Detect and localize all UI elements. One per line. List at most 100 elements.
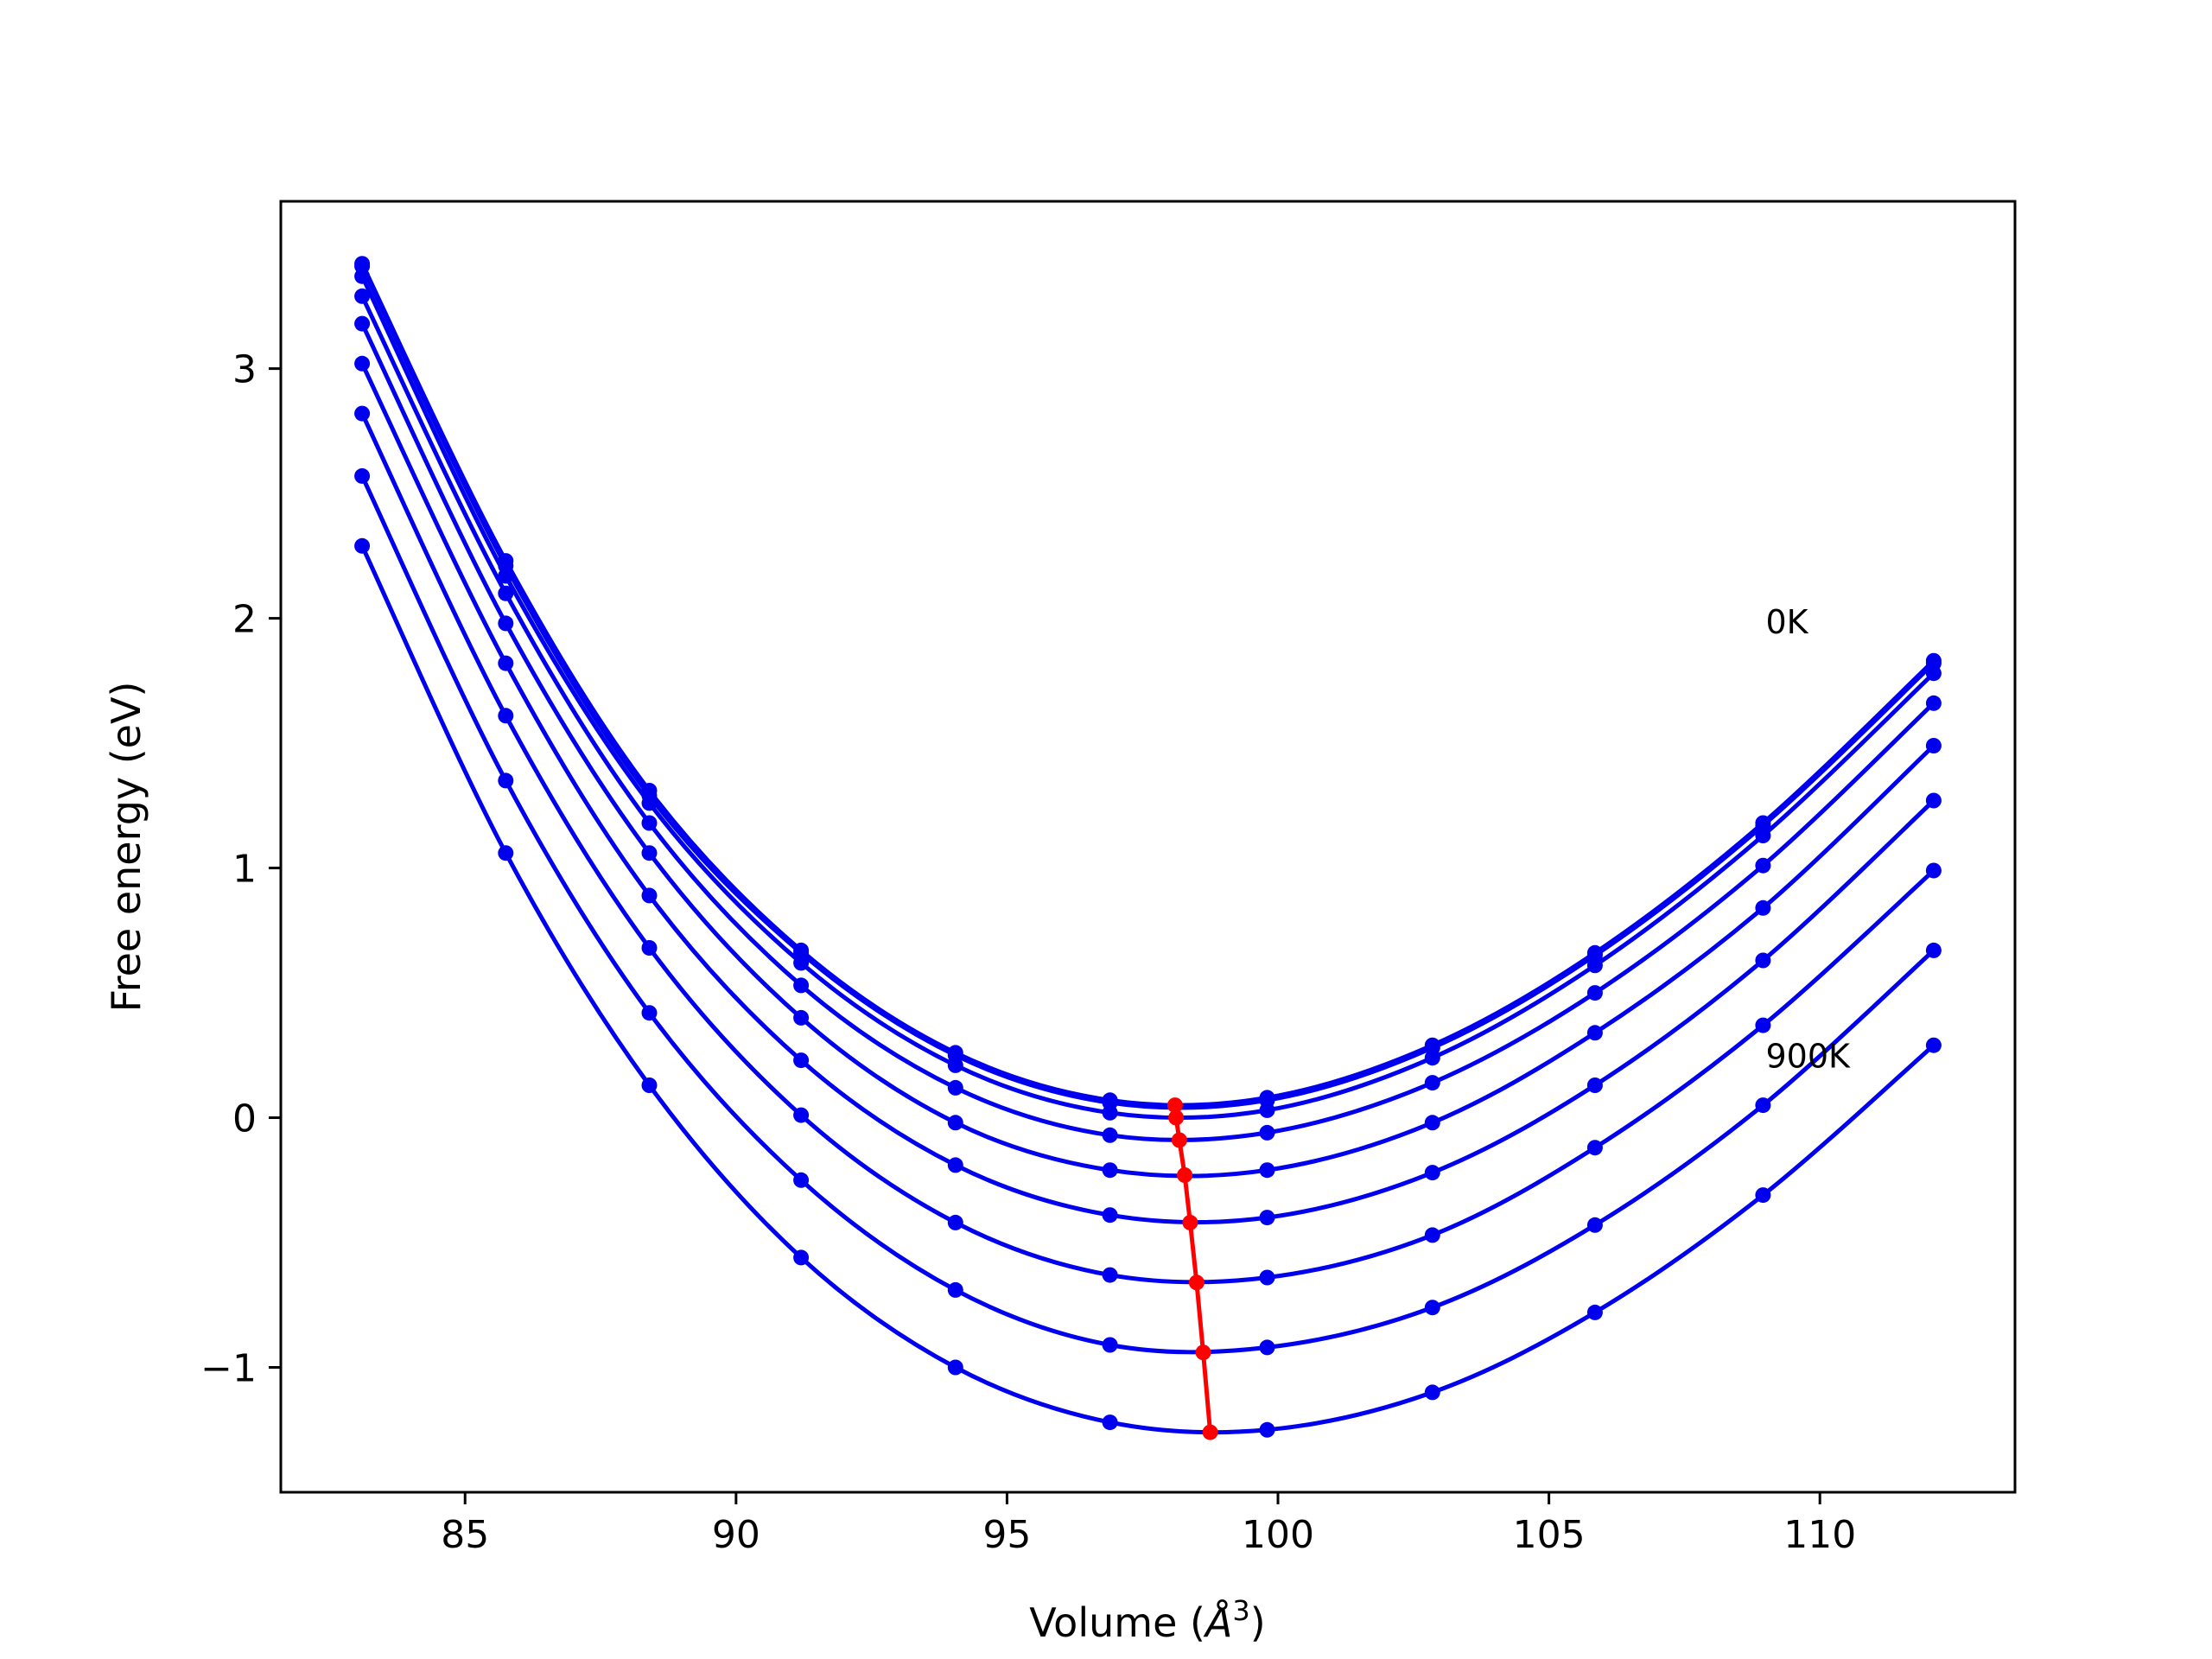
data-point bbox=[498, 568, 514, 584]
data-point bbox=[1755, 952, 1771, 969]
data-point bbox=[1259, 1102, 1275, 1118]
data-point bbox=[641, 940, 658, 956]
data-point bbox=[498, 708, 514, 724]
y-tick-label: 2 bbox=[232, 598, 257, 642]
data-point bbox=[354, 268, 371, 284]
data-point bbox=[1586, 1140, 1603, 1156]
x-tick-label: 105 bbox=[1513, 1513, 1586, 1557]
data-point bbox=[793, 1249, 810, 1266]
data-point bbox=[793, 1107, 810, 1123]
data-point bbox=[1259, 1269, 1275, 1286]
data-point bbox=[1102, 1127, 1118, 1143]
data-point bbox=[498, 772, 514, 789]
data-point bbox=[947, 1281, 963, 1298]
data-point bbox=[1259, 1124, 1275, 1141]
data-point bbox=[354, 355, 371, 372]
minimum-point bbox=[1202, 1424, 1218, 1440]
axes-frame bbox=[279, 200, 2017, 1494]
data-point bbox=[1424, 1384, 1440, 1401]
minimum-point bbox=[1182, 1214, 1198, 1230]
data-point bbox=[354, 467, 371, 484]
data-point bbox=[1755, 899, 1771, 916]
data-point bbox=[947, 1115, 963, 1131]
series-line-4 bbox=[359, 322, 1936, 1179]
data-point bbox=[1259, 1210, 1275, 1226]
data-point bbox=[1925, 792, 1942, 809]
data-point bbox=[641, 1077, 658, 1093]
data-point bbox=[947, 1057, 963, 1073]
data-point bbox=[947, 1157, 963, 1173]
data-point bbox=[947, 1214, 963, 1230]
data-point bbox=[793, 1172, 810, 1188]
x-tick-label: 90 bbox=[712, 1513, 760, 1557]
data-point bbox=[1102, 1414, 1118, 1431]
data-point bbox=[498, 845, 514, 861]
x-tick-label: 85 bbox=[441, 1513, 489, 1557]
minimum-point bbox=[1195, 1344, 1211, 1361]
axis-ticks: 85 90 95 100 105 110 −1 0 1 2 3 bbox=[200, 348, 1856, 1557]
series-line-1 bbox=[359, 265, 1936, 1110]
data-point bbox=[1586, 1304, 1603, 1320]
y-axis-label: Free energy (eV) bbox=[103, 682, 149, 1013]
data-point bbox=[1259, 1339, 1275, 1356]
data-point bbox=[1925, 665, 1942, 682]
data-point bbox=[1925, 1037, 1942, 1053]
minimum-point bbox=[1166, 1097, 1183, 1114]
data-point bbox=[1424, 1050, 1440, 1066]
data-point bbox=[1755, 1187, 1771, 1204]
annotations: 0K 900K bbox=[1765, 603, 1851, 1076]
data-point bbox=[793, 1052, 810, 1069]
x-tick-label: 110 bbox=[1783, 1513, 1856, 1557]
data-point bbox=[1424, 1227, 1440, 1243]
minimum-point bbox=[1168, 1109, 1185, 1126]
plot-area bbox=[359, 263, 1936, 1435]
data-point bbox=[1586, 1077, 1603, 1093]
series-line-7 bbox=[359, 474, 1936, 1355]
data-point bbox=[1925, 695, 1942, 711]
data-point bbox=[641, 815, 658, 831]
data-point bbox=[1586, 985, 1603, 1001]
data-point bbox=[1925, 862, 1942, 879]
x-tick-label: 100 bbox=[1242, 1513, 1314, 1557]
data-point bbox=[1925, 738, 1942, 753]
data-point bbox=[354, 288, 371, 304]
data-point bbox=[1424, 1300, 1440, 1316]
data-point bbox=[1586, 1217, 1603, 1233]
curve-annotation: 900K bbox=[1765, 1038, 1851, 1076]
y-tick-label: −1 bbox=[200, 1347, 257, 1391]
y-tick-label: 0 bbox=[232, 1097, 257, 1141]
data-point bbox=[641, 1005, 658, 1021]
data-point bbox=[1259, 1162, 1275, 1179]
data-point bbox=[1586, 1025, 1603, 1041]
series-line-8 bbox=[359, 544, 1936, 1435]
y-tick-label: 3 bbox=[232, 348, 257, 392]
data-point bbox=[1102, 1267, 1118, 1283]
data-point bbox=[1424, 1165, 1440, 1181]
data-point bbox=[498, 615, 514, 632]
minimum-point bbox=[1188, 1274, 1205, 1291]
data-point bbox=[1424, 1115, 1440, 1131]
data-point bbox=[793, 955, 810, 971]
data-point bbox=[354, 405, 371, 422]
series-line-2 bbox=[359, 275, 1936, 1121]
data-point bbox=[1755, 857, 1771, 874]
data-point bbox=[1925, 942, 1942, 958]
minimum-point bbox=[1177, 1167, 1193, 1183]
series-line-5 bbox=[359, 362, 1936, 1225]
x-tick-label: 95 bbox=[982, 1513, 1031, 1557]
data-point bbox=[947, 1079, 963, 1096]
data-point bbox=[354, 315, 371, 332]
data-point bbox=[498, 585, 514, 601]
data-point bbox=[641, 887, 658, 904]
series-line-3 bbox=[359, 295, 1936, 1142]
data-point bbox=[1259, 1421, 1275, 1438]
data-point bbox=[354, 537, 371, 554]
data-point bbox=[641, 795, 658, 811]
curve-annotation: 0K bbox=[1765, 603, 1808, 641]
series-line-6 bbox=[359, 412, 1936, 1285]
data-point bbox=[1586, 957, 1603, 974]
data-marks bbox=[354, 256, 1942, 1440]
data-point bbox=[1755, 1097, 1771, 1114]
